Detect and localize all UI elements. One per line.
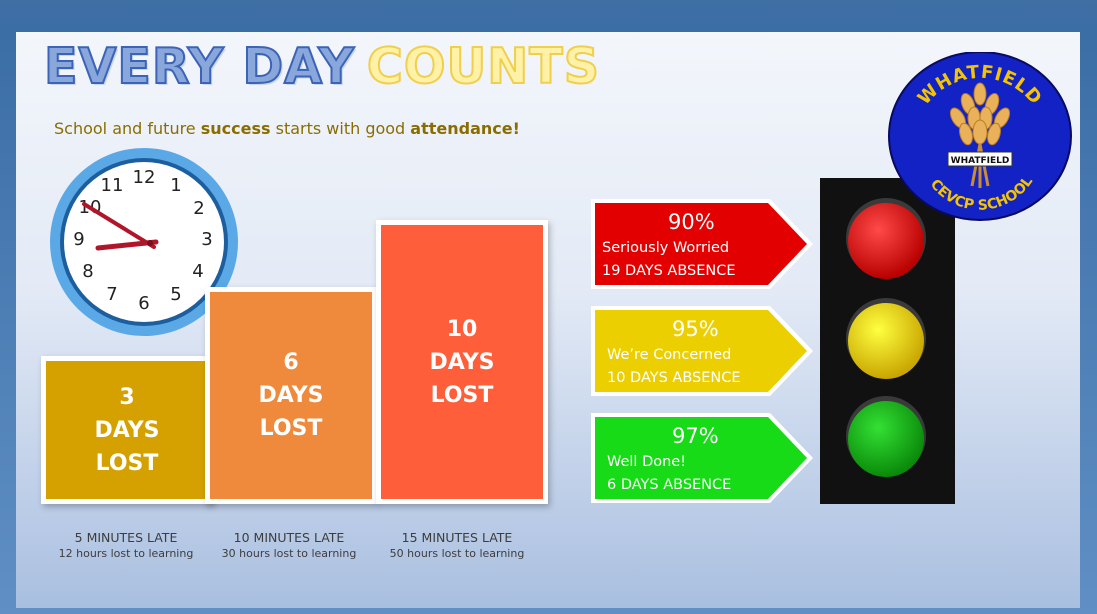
page-title: EVERY DAY COUNTS [43, 41, 600, 92]
arrow-label: Well Done! [607, 454, 687, 470]
caption-late: 15 MINUTES LATE [401, 530, 513, 545]
arrow-absence: 19 DAYS ABSENCE [602, 263, 736, 279]
clock-number: 8 [82, 261, 93, 282]
arrow-label: We’re Concerned [607, 347, 732, 363]
clock-number: 4 [192, 261, 203, 282]
arrow-absence: 6 DAYS ABSENCE [607, 477, 732, 493]
clock-number: 11 [101, 175, 124, 196]
school-logo: WHATFIELD WHATFIELD CEVCP SCHOOL [888, 52, 1072, 221]
traffic-light-icon [820, 178, 955, 504]
clock-number: 6 [138, 293, 149, 314]
arrow-percent: 90% [668, 210, 715, 234]
clock-minute-hand [82, 202, 156, 249]
subtitle-text-2: starts with good [270, 119, 411, 138]
caption-late: 5 MINUTES LATE [74, 530, 178, 545]
title-part-counts: COUNTS [366, 38, 600, 95]
attendance-arrow-green: 97% Well Done! 6 DAYS ABSENCE [588, 410, 818, 506]
subtitle: School and future success starts with go… [54, 119, 520, 138]
bar-caption-3: 15 MINUTES LATE 50 hours lost to learnin… [374, 530, 540, 560]
bar-lost: LOST [430, 382, 494, 408]
red-light [848, 203, 924, 279]
caption-hours: 30 hours lost to learning [221, 547, 357, 560]
caption-hours: 50 hours lost to learning [389, 547, 525, 560]
clock-center [147, 240, 153, 246]
arrow-percent: 95% [672, 317, 719, 341]
clock-number: 2 [193, 198, 204, 219]
arrow-absence: 10 DAYS ABSENCE [607, 370, 741, 386]
bar-lost: LOST [95, 450, 159, 476]
title-part-every-day: EVERY DAY [43, 38, 355, 95]
subtitle-bold-success: success [200, 119, 271, 138]
clock-number: 3 [201, 229, 212, 250]
logo-banner [947, 151, 1013, 167]
caption-late: 10 MINUTES LATE [233, 530, 345, 545]
bar-number: 10 [446, 316, 478, 342]
bar-caption-1: 5 MINUTES LATE 12 hours lost to learning [44, 530, 208, 560]
bar-number: 3 [119, 384, 135, 410]
clock-number: 7 [106, 284, 117, 305]
green-light [848, 401, 924, 477]
bar-days: DAYS [94, 417, 160, 443]
subtitle-text-1: School and future [54, 119, 201, 138]
clock-number: 5 [170, 284, 181, 305]
days-lost-bar-10: 10 DAYS LOST [376, 220, 548, 504]
bar-lost: LOST [259, 416, 323, 441]
clock-number: 12 [133, 167, 156, 188]
attendance-arrow-red: 90% Seriously Worried 19 DAYS ABSENCE [588, 196, 818, 292]
arrow-label: Seriously Worried [602, 240, 730, 256]
days-lost-bar-6: 6 DAYS LOST [205, 287, 377, 504]
arrow-percent: 97% [672, 424, 719, 448]
clock-icon: 12 1 2 3 4 5 6 7 8 9 10 11 [50, 148, 238, 336]
bar-number: 6 [283, 350, 299, 375]
clock-number: 1 [170, 175, 181, 196]
logo-banner-text: WHATFIELD [951, 156, 1010, 166]
bar-caption-2: 10 MINUTES LATE 30 hours lost to learnin… [206, 530, 372, 560]
clock-number: 9 [73, 229, 84, 250]
amber-light [848, 303, 924, 379]
subtitle-bold-attendance: attendance! [410, 119, 520, 138]
days-lost-bar-3: 3 DAYS LOST [41, 356, 213, 504]
attendance-arrow-yellow: 95% We’re Concerned 10 DAYS ABSENCE [588, 303, 818, 399]
caption-hours: 12 hours lost to learning [58, 547, 194, 560]
bar-days: DAYS [429, 349, 495, 375]
bar-days: DAYS [258, 383, 324, 408]
